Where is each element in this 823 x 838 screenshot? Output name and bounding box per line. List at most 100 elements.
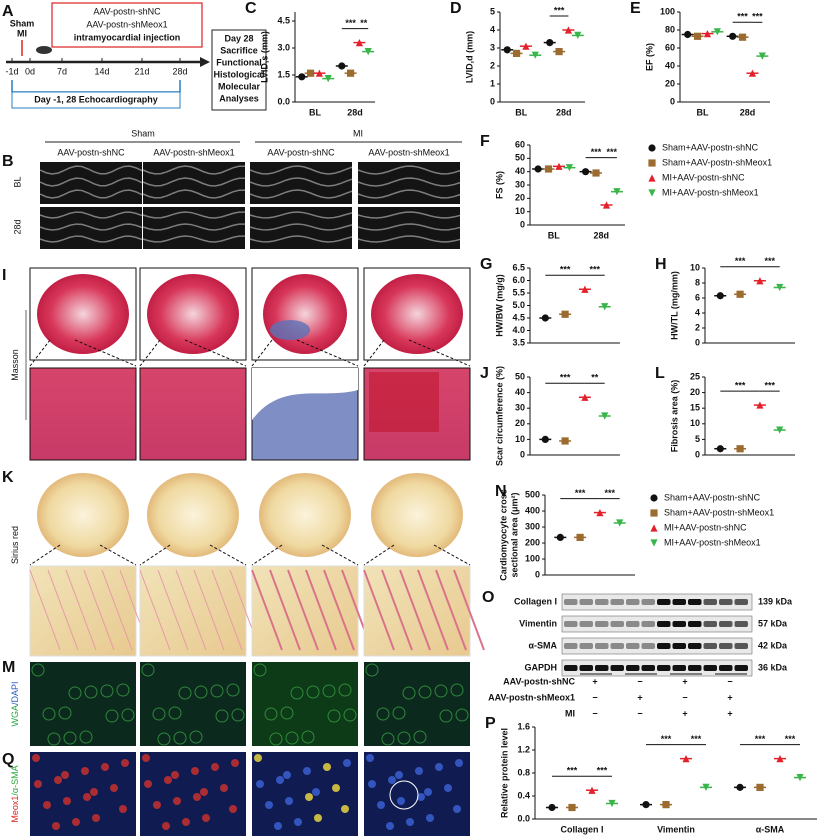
y-tick-label: 10 [515,434,525,444]
echo-trace [39,177,143,187]
marker [756,401,764,409]
sign: − [637,676,642,686]
cell [105,709,119,723]
x-tick-label: Collagen I [560,824,603,834]
y-tick-label: 50 [515,153,525,163]
zoom-line [408,339,471,367]
cell [269,732,283,746]
protein-label: Collagen I [514,596,557,606]
heart-section [371,274,463,354]
fiber [287,569,319,651]
band [672,643,686,649]
marker [568,803,576,812]
fiber [381,569,413,651]
fiber [65,569,97,651]
nucleus [455,759,463,767]
sig-label: *** [590,265,601,275]
meox-image [252,752,358,836]
marker [716,292,724,300]
band [657,599,671,605]
fiber [139,569,171,651]
echo-trace [357,165,461,175]
cell [79,730,93,744]
cell [47,732,61,746]
heart-section [259,473,351,557]
y-tick-label: 4.5 [277,15,290,25]
band [595,621,609,627]
y-tick-label: 10 [690,418,700,428]
y-tick-label: 1.6 [517,721,530,731]
endpoint-text: Histological [213,69,264,79]
cell [418,685,432,699]
y-axis-label: HW/BW (mg/g) [494,274,504,336]
band [734,599,748,605]
side-label: Sirius red [10,526,20,564]
cell [42,707,56,721]
echo-trace [142,165,246,175]
sig-label: *** [735,256,746,266]
sig-label: *** [661,734,672,744]
tissue [252,368,358,420]
size-label: 139 kDa [758,596,793,606]
y-tick-label: 3 [490,42,495,52]
y-tick-label: 0 [670,96,675,106]
panel-label: P [485,715,496,732]
band [595,665,609,671]
y-tick-label: 0.8 [517,767,530,777]
marker [738,33,747,41]
y-tick-label: 20 [690,387,700,397]
sig-label: *** [575,488,586,498]
mouse-icon [36,46,52,54]
cell [397,731,411,745]
band [657,665,671,671]
marker [581,285,589,293]
marker [531,51,539,59]
cell [116,683,130,697]
x-tick-label: BL [697,107,709,117]
nucleus [341,805,349,813]
sig-label: *** [605,488,616,498]
nucleus [121,759,129,767]
nucleus [294,818,302,826]
echo-trace [39,165,143,175]
zoom-line [29,339,51,367]
sign: − [592,692,597,702]
echo-trace [249,235,353,243]
nucleus [171,771,179,779]
y-tick-label: 4 [695,307,700,317]
echo-trace [142,177,246,187]
y-tick-label: 40 [665,60,675,70]
band [688,643,702,649]
zoom-line [139,544,171,566]
cell [434,684,448,698]
y-tick-label: 300 [525,521,540,531]
protein-label: GAPDH [524,662,557,672]
column-label: AAV-postn-shMeox1 [153,147,234,157]
injection-text: AAV-postn-shNC [93,6,161,16]
nucleus [54,776,62,784]
cell [58,706,72,720]
heart-section [147,473,239,557]
y-axis-label: Scar circumference (%) [494,366,504,466]
band [734,643,748,649]
band [579,643,593,649]
fiber [399,569,431,651]
band [595,599,609,605]
band [564,599,578,605]
fiber [363,569,395,651]
side-label-part: /DAPI [10,681,20,705]
zoom-image [29,367,137,461]
panel-label: G [480,256,492,273]
marker [736,445,744,453]
x-tick-label: 28d [740,107,756,117]
wga-image [30,662,136,746]
band [703,621,717,627]
zoom-line [29,544,61,566]
heart-section [37,274,129,354]
sign: − [682,692,687,702]
y-tick-label: 0 [695,337,700,347]
legend-label: MI+AAV-postn-shNC [664,522,747,532]
zoom-line [251,544,283,566]
zoom-line [296,339,359,367]
side-label: Masson [10,349,20,381]
